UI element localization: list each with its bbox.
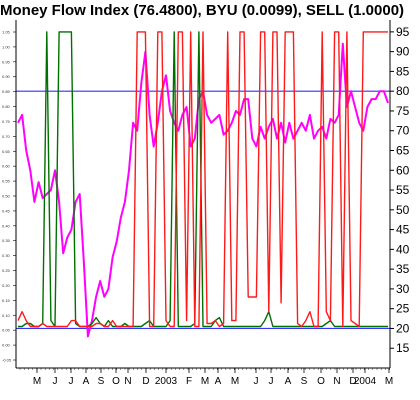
y-left-tick-label: 0.15 (2, 298, 11, 303)
y-left-tick-label: 0.20 (2, 283, 11, 288)
y-left-tick-label: 0.55 (2, 179, 11, 184)
y-right-tick-label: 45 (396, 223, 410, 237)
y-left-tick-label: 0.50 (2, 194, 11, 199)
y-right-tick-label: 55 (396, 183, 410, 197)
x-tick-label: M (231, 376, 239, 387)
y-left-tick-label: 0.60 (2, 164, 11, 169)
x-tick-label: A (215, 376, 222, 387)
y-left-tick-label: 0.25 (2, 268, 11, 273)
x-tick-label: F (186, 376, 192, 387)
y-right-tick-label: 80 (396, 84, 410, 98)
y-right-tick-label: 75 (396, 104, 410, 118)
x-tick-label: S (301, 376, 308, 387)
y-right-tick-label: 70 (396, 124, 410, 138)
series-lines (17, 31, 389, 338)
x-tick-label: 2004 (354, 376, 377, 387)
x-tick-label: J (69, 376, 74, 387)
series-sell-line (17, 31, 388, 328)
x-tick-label: M (385, 376, 393, 387)
x-tick-label: O (317, 376, 325, 387)
y-right-tick-label: 35 (396, 262, 410, 276)
y-right-tick-label: 20 (396, 321, 410, 335)
y-left-tick-label: 0.85 (2, 89, 11, 94)
y-left-tick-label: 0.70 (2, 134, 11, 139)
chart-title: Money Flow Index (76.4800), BYU (0.0099)… (0, 2, 405, 19)
x-tick-label: A (83, 376, 90, 387)
y-right-tick-label: 60 (396, 163, 410, 177)
x-tick-label: N (124, 376, 131, 387)
y-left-tick-label: -0.05 (2, 358, 12, 363)
x-tick-label: N (333, 376, 340, 387)
x-tick-label: 2003 (155, 376, 178, 387)
y-right-tick-label: 90 (396, 45, 410, 59)
y-left-tick-label: 0.65 (2, 149, 11, 154)
y-left-tick-label: 0.10 (2, 313, 11, 318)
y-right-tick-label: 15 (396, 341, 410, 355)
x-tick-label: M (201, 376, 209, 387)
y-left-tick-label: 0.90 (2, 74, 11, 79)
x-tick-label: M (33, 376, 41, 387)
y-right-tick-label: 95 (396, 25, 410, 39)
y-left-tick-label: 0.45 (2, 208, 11, 213)
x-tick-label: D (349, 376, 356, 387)
y-left-tick-label: 0.75 (2, 119, 11, 124)
x-tick-label: J (254, 376, 259, 387)
y-left-tick-label: 0.05 (2, 328, 11, 333)
x-tick-label: A (285, 376, 292, 387)
y-left-tick-label: 0.35 (2, 238, 11, 243)
y-left-tick-label: 0.30 (2, 253, 11, 258)
y-left-tick-label: 0.40 (2, 223, 11, 228)
y-left-tick-label: 0.00 (2, 343, 11, 348)
y-right-tick-label: 85 (396, 64, 410, 78)
y-left-tick-label: 0.80 (2, 104, 11, 109)
y-right-tick-label: 30 (396, 282, 410, 296)
y-left-tick-label: 0.95 (2, 59, 11, 64)
y-left-tick-label: 1.05 (2, 30, 11, 35)
y-right-tick-label: 40 (396, 242, 410, 256)
y-right-tick-label: 65 (396, 144, 410, 158)
axes: 15 20 25 30 35 40 45 50 55 60 65 70 75 80 85 90 95 -0.05 0… (2, 20, 410, 387)
series-mfi-line (17, 42, 389, 338)
x-tick-label: S (98, 376, 105, 387)
y-right-tick-label: 50 (396, 203, 410, 217)
x-tick-label: O (112, 376, 120, 387)
y-left-tick-label: 1.00 (2, 44, 11, 49)
x-tick-label: D (142, 376, 149, 387)
y-right-tick-label: 25 (396, 302, 410, 316)
x-tick-label: J (53, 376, 58, 387)
x-tick-label: J (269, 376, 274, 387)
